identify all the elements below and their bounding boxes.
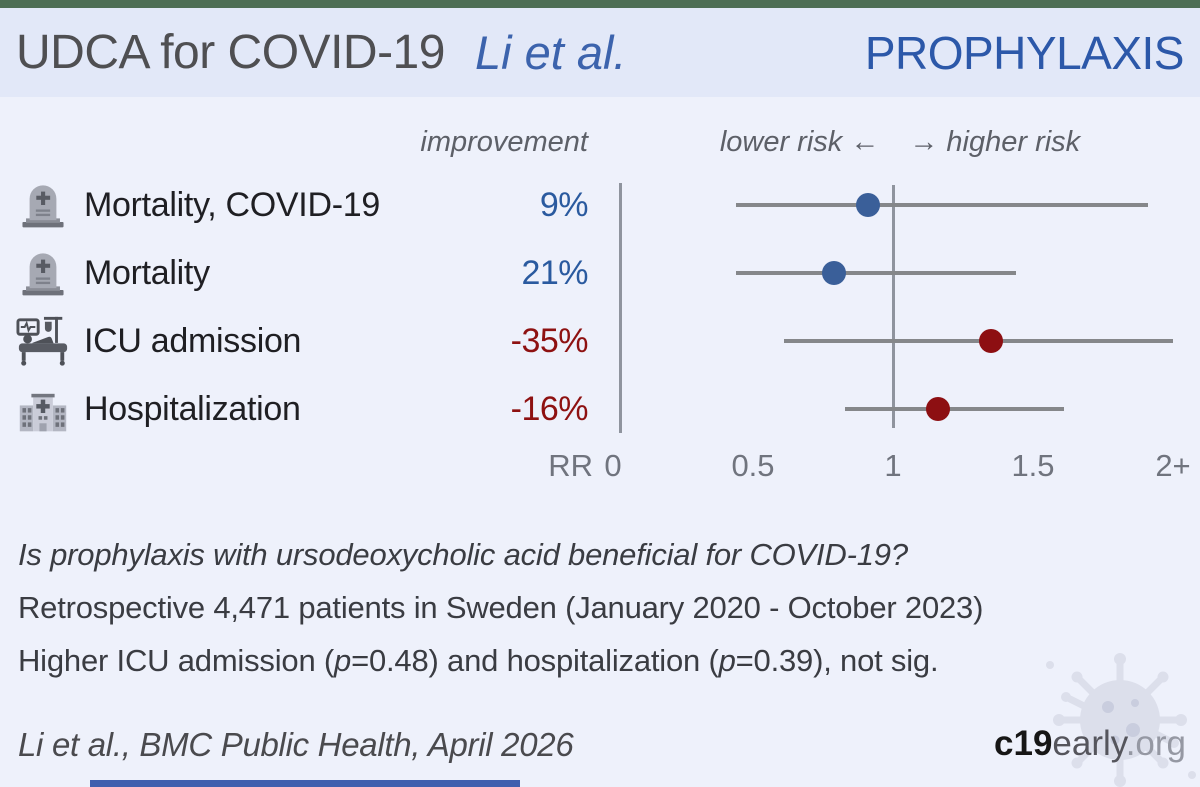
- improvement-value: -16%: [510, 389, 589, 428]
- effect-point: [855, 193, 880, 217]
- tombstone-icon: [10, 248, 76, 298]
- study-result: Higher ICU admission (p=0.48) and hospit…: [18, 643, 939, 678]
- icu-bed-icon: [10, 314, 76, 368]
- rr-reference-line: [891, 185, 895, 428]
- axis-tick-label: 1.5: [1011, 448, 1055, 483]
- confidence-interval-line: [736, 203, 1148, 207]
- hospital-icon: [10, 384, 76, 434]
- axis-tick-label: 0: [604, 448, 622, 483]
- risk-direction-header: lower risk ← → higher risk: [640, 126, 1160, 159]
- tombstone-icon: [10, 180, 76, 230]
- outcome-label: Hospitalization: [84, 389, 301, 428]
- outcome-label: Mortality: [84, 253, 210, 292]
- study-description: Retrospective 4,471 patients in Sweden (…: [18, 590, 984, 625]
- brand-link[interactable]: c19early.org: [994, 724, 1186, 764]
- effect-point: [979, 329, 1003, 353]
- axis-tick-label: 1: [884, 448, 902, 483]
- improvement-column-header: improvement: [420, 126, 588, 158]
- table-plot-divider: [618, 183, 622, 433]
- bottom-accent-bar: [90, 780, 520, 787]
- effect-point: [925, 397, 950, 421]
- study-author: Li et al.: [474, 26, 627, 79]
- improvement-value: 21%: [521, 253, 588, 292]
- brand-c19: c19: [994, 724, 1053, 763]
- outcome-row: ICU admission -35%: [0, 307, 589, 375]
- axis-tick-label: 2+: [1155, 448, 1191, 483]
- brand-early: early: [1052, 724, 1126, 763]
- axis-unit-label: RR: [548, 448, 593, 483]
- citation: Li et al., BMC Public Health, April 2026: [18, 726, 574, 763]
- confidence-interval-line: [783, 339, 1173, 343]
- confidence-interval-line: [736, 271, 1017, 275]
- study-question: Is prophylaxis with ursodeoxycholic acid…: [18, 537, 908, 572]
- confidence-interval-line: [845, 407, 1064, 411]
- coronavirus-watermark: [1046, 653, 1196, 787]
- top-accent-bar: [0, 0, 1200, 8]
- page-title: UDCA for COVID-19: [16, 26, 445, 79]
- outcome-row: Hospitalization -16%: [0, 375, 589, 443]
- improvement-value: 9%: [539, 185, 589, 224]
- outcome-table: Mortality, COVID-19 9% Mortality 21% ICU a…: [0, 171, 589, 443]
- treatment-stage-tag: PROPHYLAXIS: [864, 26, 1185, 79]
- outcome-row: Mortality, COVID-19 9%: [0, 171, 589, 239]
- effect-point: [822, 261, 847, 285]
- axis-tick-label: 0.5: [731, 448, 775, 483]
- outcome-label: ICU admission: [84, 321, 302, 360]
- lower-risk-label: lower risk ←: [719, 126, 880, 158]
- summary-text: Is prophylaxis with ursodeoxycholic acid…: [18, 528, 983, 687]
- outcome-label: Mortality, COVID-19: [84, 185, 380, 224]
- higher-risk-label: → higher risk: [909, 126, 1081, 158]
- improvement-value: -35%: [510, 321, 589, 360]
- header: UDCA for COVID-19 Li et al. PROPHYLAXIS: [0, 8, 1200, 97]
- outcome-row: Mortality 21%: [0, 239, 589, 307]
- brand-org: .org: [1125, 724, 1186, 763]
